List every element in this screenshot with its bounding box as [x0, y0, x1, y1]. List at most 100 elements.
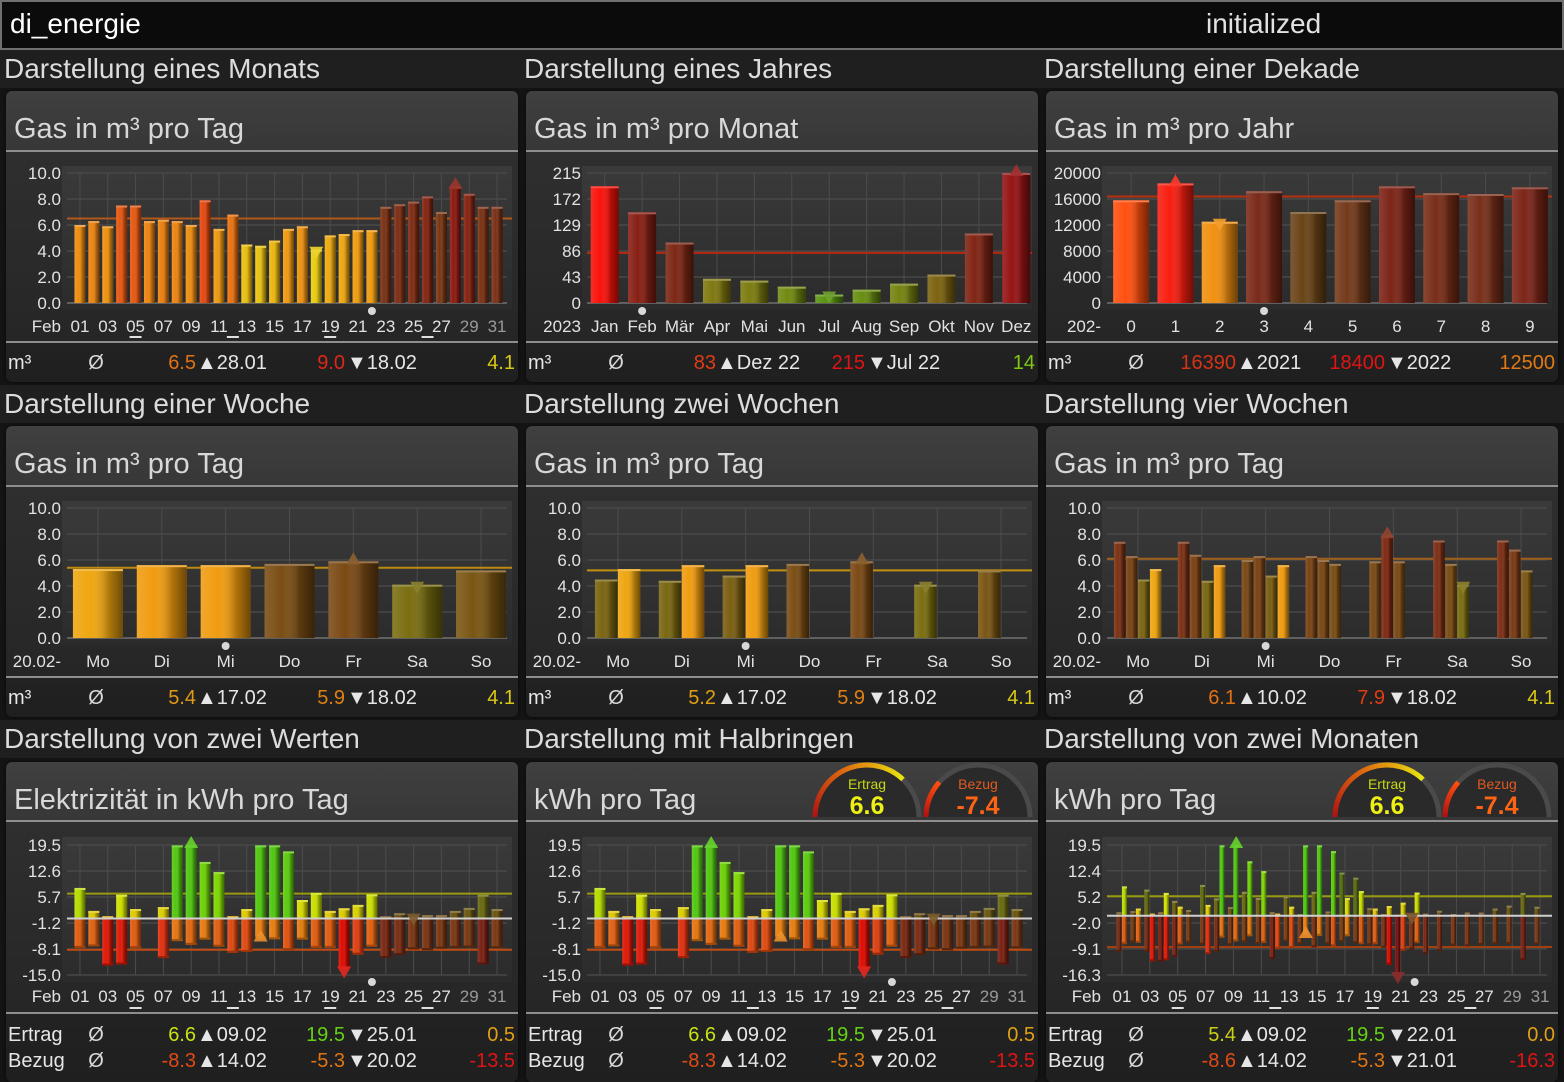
bar-shading	[984, 918, 995, 947]
bar-cap	[241, 909, 252, 911]
period-label[interactable]: 202-	[1067, 317, 1101, 336]
bar-shading	[241, 245, 252, 304]
stats-row: m³ Ø 5.4 ▲17.02 5.9 ▼18.02 4.1	[6, 685, 518, 711]
period-label[interactable]: Feb	[552, 987, 581, 1006]
bar-cap	[297, 226, 308, 228]
bar-cap	[255, 246, 266, 248]
bar-shading	[265, 564, 315, 638]
stats-row: m³ Ø 6.1 ▲10.02 7.9 ▼18.02 4.1	[1046, 685, 1558, 711]
bar-shading	[703, 279, 731, 303]
x-tick-label: 31	[488, 987, 507, 1006]
bar-cap	[1256, 942, 1261, 944]
bar-shading	[636, 895, 647, 919]
bar-shading	[706, 918, 717, 944]
y-tick-label: 4.0	[557, 577, 581, 596]
y-tick-label: 5.7	[37, 888, 61, 907]
average-value: 5.2	[688, 685, 716, 711]
bar-shading	[1202, 222, 1238, 303]
bar-cap	[1200, 942, 1205, 944]
bar-shading	[283, 918, 294, 950]
x-tick-label: 9	[1525, 317, 1534, 336]
bar-cap	[200, 862, 211, 864]
bar-shading	[353, 230, 364, 303]
gauge-value-arc	[833, 775, 837, 778]
card-title: Gas in m³ pro Tag	[534, 444, 764, 484]
y-tick-label: 8.0	[37, 190, 61, 209]
bar-shading	[1144, 916, 1149, 952]
gauge-value-arc	[816, 801, 817, 805]
bar-cap	[137, 565, 187, 567]
max-date: ▲17.02	[197, 685, 267, 711]
x-tick-label: 05	[126, 317, 145, 336]
y-tick-label: 5.7	[557, 888, 581, 907]
section-title: Darstellung eines Monats	[4, 50, 320, 88]
y-tick-label: 16000	[1054, 190, 1101, 209]
stats-footer: m³ Ø 5.4 ▲17.02 5.9 ▼18.02 4.1	[6, 678, 518, 717]
bar-cap	[186, 225, 197, 227]
bar-cap	[942, 915, 953, 917]
y-tick-label: 0.0	[1077, 629, 1101, 648]
x-tick-label: 13	[237, 317, 256, 336]
bar-cap	[1284, 940, 1289, 942]
bar-shading	[73, 569, 123, 638]
period-label[interactable]: Feb	[1072, 987, 1101, 1006]
x-tick-label: Feb	[627, 317, 656, 336]
gauge-value-arc	[1366, 768, 1370, 770]
period-label[interactable]: 20.02-	[1053, 652, 1101, 671]
bar-cap	[408, 202, 419, 204]
bar-cap	[74, 946, 85, 948]
x-tick-label: Okt	[928, 317, 955, 336]
bar-cap	[831, 893, 842, 895]
min-date: ▼18.02	[347, 685, 417, 711]
max-date: ▲28.01	[197, 350, 267, 376]
bar-shading	[970, 918, 981, 947]
bar-shading	[1247, 916, 1252, 936]
bar-shading	[1012, 918, 1023, 948]
period-label[interactable]: Feb	[32, 987, 61, 1006]
sunday-marker	[422, 1007, 434, 1009]
bar-cap	[1393, 561, 1405, 563]
bar-cap	[1318, 560, 1330, 562]
bar-shading	[706, 845, 717, 918]
bar-shading	[1256, 916, 1261, 944]
bar-cap	[1415, 893, 1420, 895]
bar-cap	[1339, 940, 1344, 942]
bar-cap	[1465, 913, 1470, 915]
y-tick-label: -16.3	[1062, 966, 1101, 985]
gauge-value-arc	[889, 770, 893, 772]
gauge-value-arc	[896, 774, 900, 777]
period-label[interactable]: Feb	[32, 317, 61, 336]
bar-shading	[1284, 896, 1289, 916]
average-value: 6.6	[688, 1022, 716, 1048]
bar-cap	[201, 565, 251, 567]
min-date: ▼18.02	[867, 685, 937, 711]
x-tick-label: 05	[1168, 987, 1187, 1006]
min-date: ▼Jul 22	[867, 350, 940, 376]
bar-cap	[241, 950, 252, 952]
bar-cap	[1275, 947, 1280, 949]
bar-cap	[636, 895, 647, 897]
x-tick-label: 7	[1437, 317, 1446, 336]
bar-shading	[789, 918, 800, 939]
period-label[interactable]: 20.02-	[13, 652, 61, 671]
period-label[interactable]: 2023	[543, 317, 581, 336]
period-label[interactable]: 20.02-	[533, 652, 581, 671]
gauge-value-arc	[882, 767, 886, 768]
x-tick-label: Di	[154, 652, 170, 671]
gauge-value-arc	[839, 771, 843, 773]
bar-shading	[186, 918, 197, 944]
bar-cap	[1012, 946, 1023, 948]
x-tick-label: 11	[210, 317, 228, 336]
bar-shading	[1445, 564, 1457, 638]
gauge-value-arc	[1353, 775, 1357, 778]
